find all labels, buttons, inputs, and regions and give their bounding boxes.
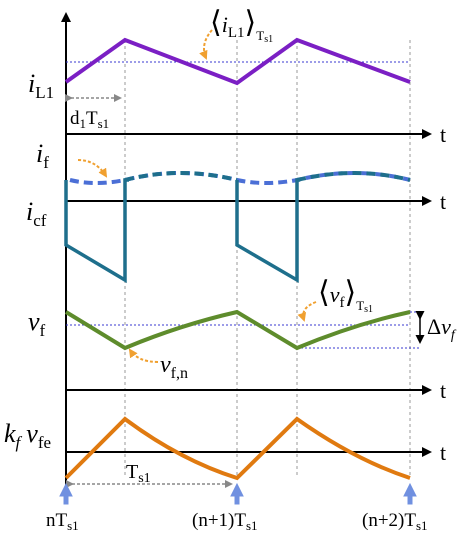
tick-n2-label: (n+2)Ts1 bbox=[362, 510, 428, 533]
marker-n bbox=[59, 482, 73, 505]
avg-vf-label: ⟨vf⟩Ts1 bbox=[318, 276, 373, 315]
il1-waveform bbox=[64, 37, 411, 86]
tick-n1-label: (n+1)Ts1 bbox=[192, 510, 258, 533]
if-waveform-tail bbox=[124, 171, 411, 182]
vf-waveform bbox=[64, 309, 411, 351]
vfe-waveform bbox=[64, 416, 411, 481]
t-axis-label-3: t bbox=[440, 378, 446, 403]
icf-waveform bbox=[64, 178, 129, 284]
icf-waveform-2 bbox=[235, 178, 300, 284]
delta-vf-label: Δvf bbox=[427, 314, 457, 343]
if-pointer bbox=[77, 159, 108, 178]
t-axis-label-2: t bbox=[440, 189, 446, 214]
t-axis-label-1: t bbox=[440, 122, 446, 147]
time-guides bbox=[124, 40, 411, 478]
ts1-period-label: Ts1 bbox=[126, 461, 151, 486]
marker-n1 bbox=[230, 482, 244, 505]
vf-label: vf bbox=[28, 307, 46, 340]
icf-label: icf bbox=[26, 197, 47, 230]
t-axis-label-4: t bbox=[440, 440, 446, 465]
marker-n2 bbox=[403, 482, 417, 505]
avg-vf-pointer bbox=[297, 301, 317, 322]
sample-markers bbox=[59, 482, 417, 505]
il1-label: iL1 bbox=[28, 69, 54, 102]
avg-il1-pointer bbox=[199, 29, 213, 60]
vfn-label: vf,n bbox=[160, 352, 188, 382]
kf-vfe-label: kf vfe bbox=[4, 419, 51, 452]
d1-ts1-label: d1Ts1 bbox=[70, 108, 109, 131]
avg-il1-label: ⟨iL1⟩Ts1 bbox=[210, 6, 273, 45]
tick-n-label: nTs1 bbox=[46, 510, 79, 533]
vfn-pointer bbox=[128, 348, 159, 363]
if-label: if bbox=[36, 139, 49, 172]
